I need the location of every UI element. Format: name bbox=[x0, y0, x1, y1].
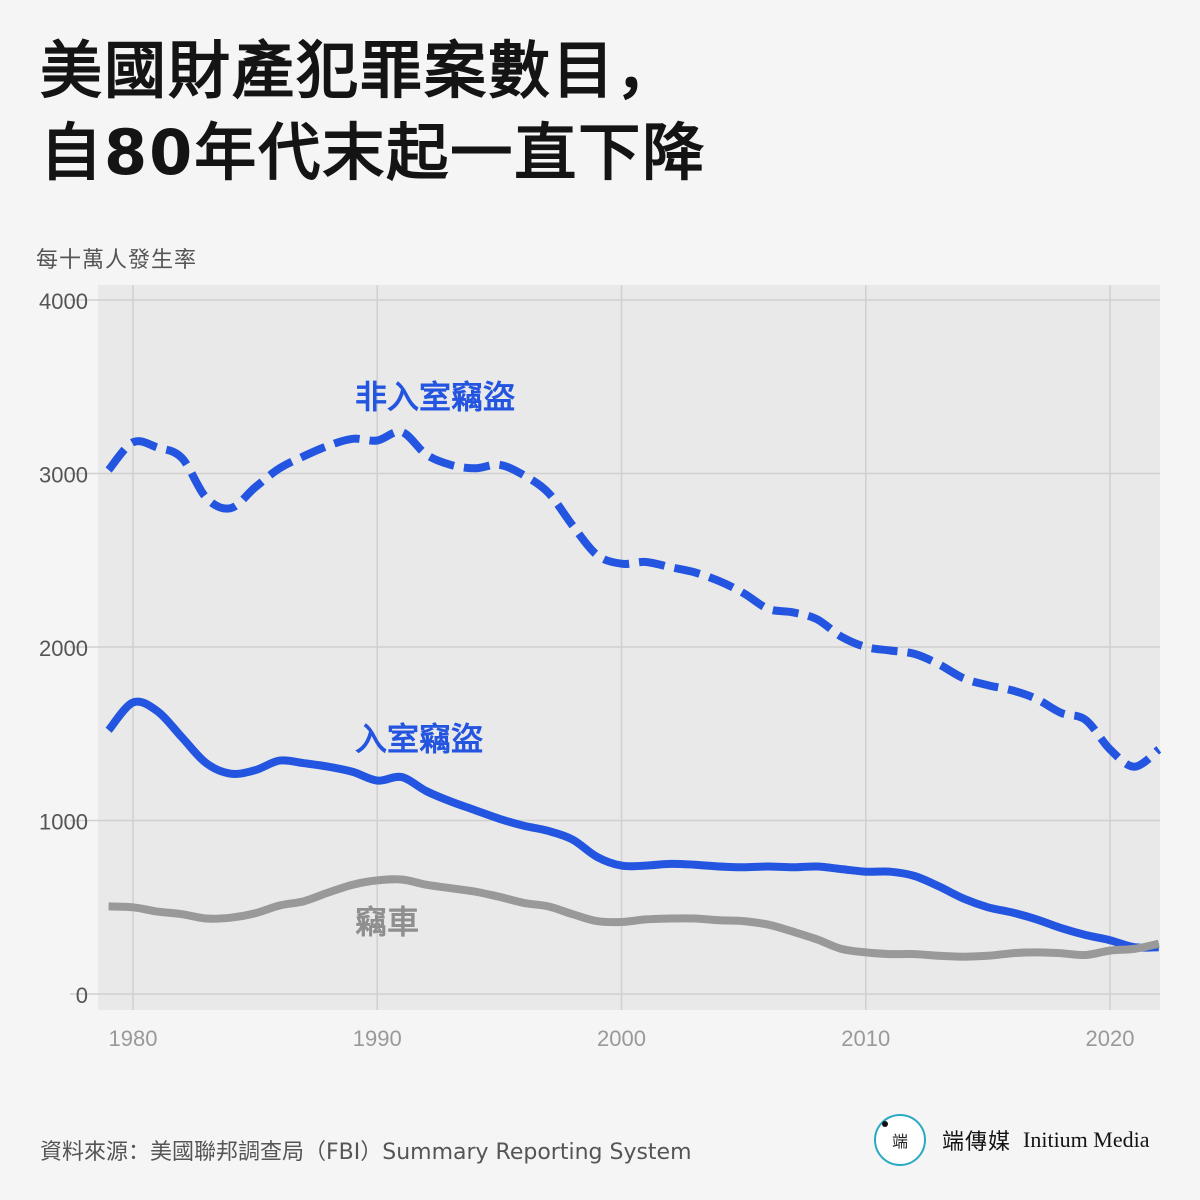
x-tick-label: 2020 bbox=[1086, 1026, 1135, 1051]
y-axis-label: 每十萬人發生率 bbox=[36, 248, 198, 273]
series-line-residential-burglary bbox=[105, 697, 1159, 952]
brand-name: 端傳媒 bbox=[942, 1130, 1012, 1155]
series-label-motor-vehicle-theft: 竊車 bbox=[355, 903, 419, 941]
chart-title: 美國財產犯罪案數目， 自80年代末起一直下降 bbox=[40, 30, 706, 194]
y-tick-label: 1000 bbox=[39, 810, 88, 835]
series-line-motor-vehicle-theft bbox=[108, 875, 1160, 961]
initium-logo-icon: 端 bbox=[874, 1114, 926, 1166]
y-tick-label: 3000 bbox=[39, 463, 88, 488]
brand: 端 端傳媒 Initium Media bbox=[874, 1114, 1150, 1166]
line-chart: 0 1000 2000 3000 4000 1980 1990 2000 2010 2020 非入室… bbox=[39, 285, 1162, 1051]
x-tick-label: 1980 bbox=[109, 1026, 158, 1051]
series-label-residential-burglary: 入室竊盜 bbox=[355, 720, 483, 758]
x-tick-label: 1990 bbox=[353, 1026, 402, 1051]
series-line-non-residential-burglary bbox=[105, 427, 1162, 771]
source-note: 資料來源：美國聯邦調查局（FBI）Summary Reporting Syste… bbox=[40, 1140, 692, 1165]
chart-title-line1: 美國財產犯罪案數目， bbox=[40, 34, 681, 107]
brand-english-name: Initium Media bbox=[1023, 1127, 1150, 1152]
x-tick-label: 2000 bbox=[597, 1026, 646, 1051]
x-tick-label: 2010 bbox=[841, 1026, 890, 1051]
logo-text: 端 bbox=[891, 1132, 908, 1151]
y-tick-label: 4000 bbox=[39, 289, 88, 314]
chart-title-line2: 自80年代末起一直下降 bbox=[40, 116, 707, 189]
y-tick-label: 2000 bbox=[39, 636, 88, 661]
series-label-non-residential-burglary: 非入室竊盜 bbox=[355, 378, 515, 416]
y-tick-label: 0 bbox=[76, 983, 88, 1008]
